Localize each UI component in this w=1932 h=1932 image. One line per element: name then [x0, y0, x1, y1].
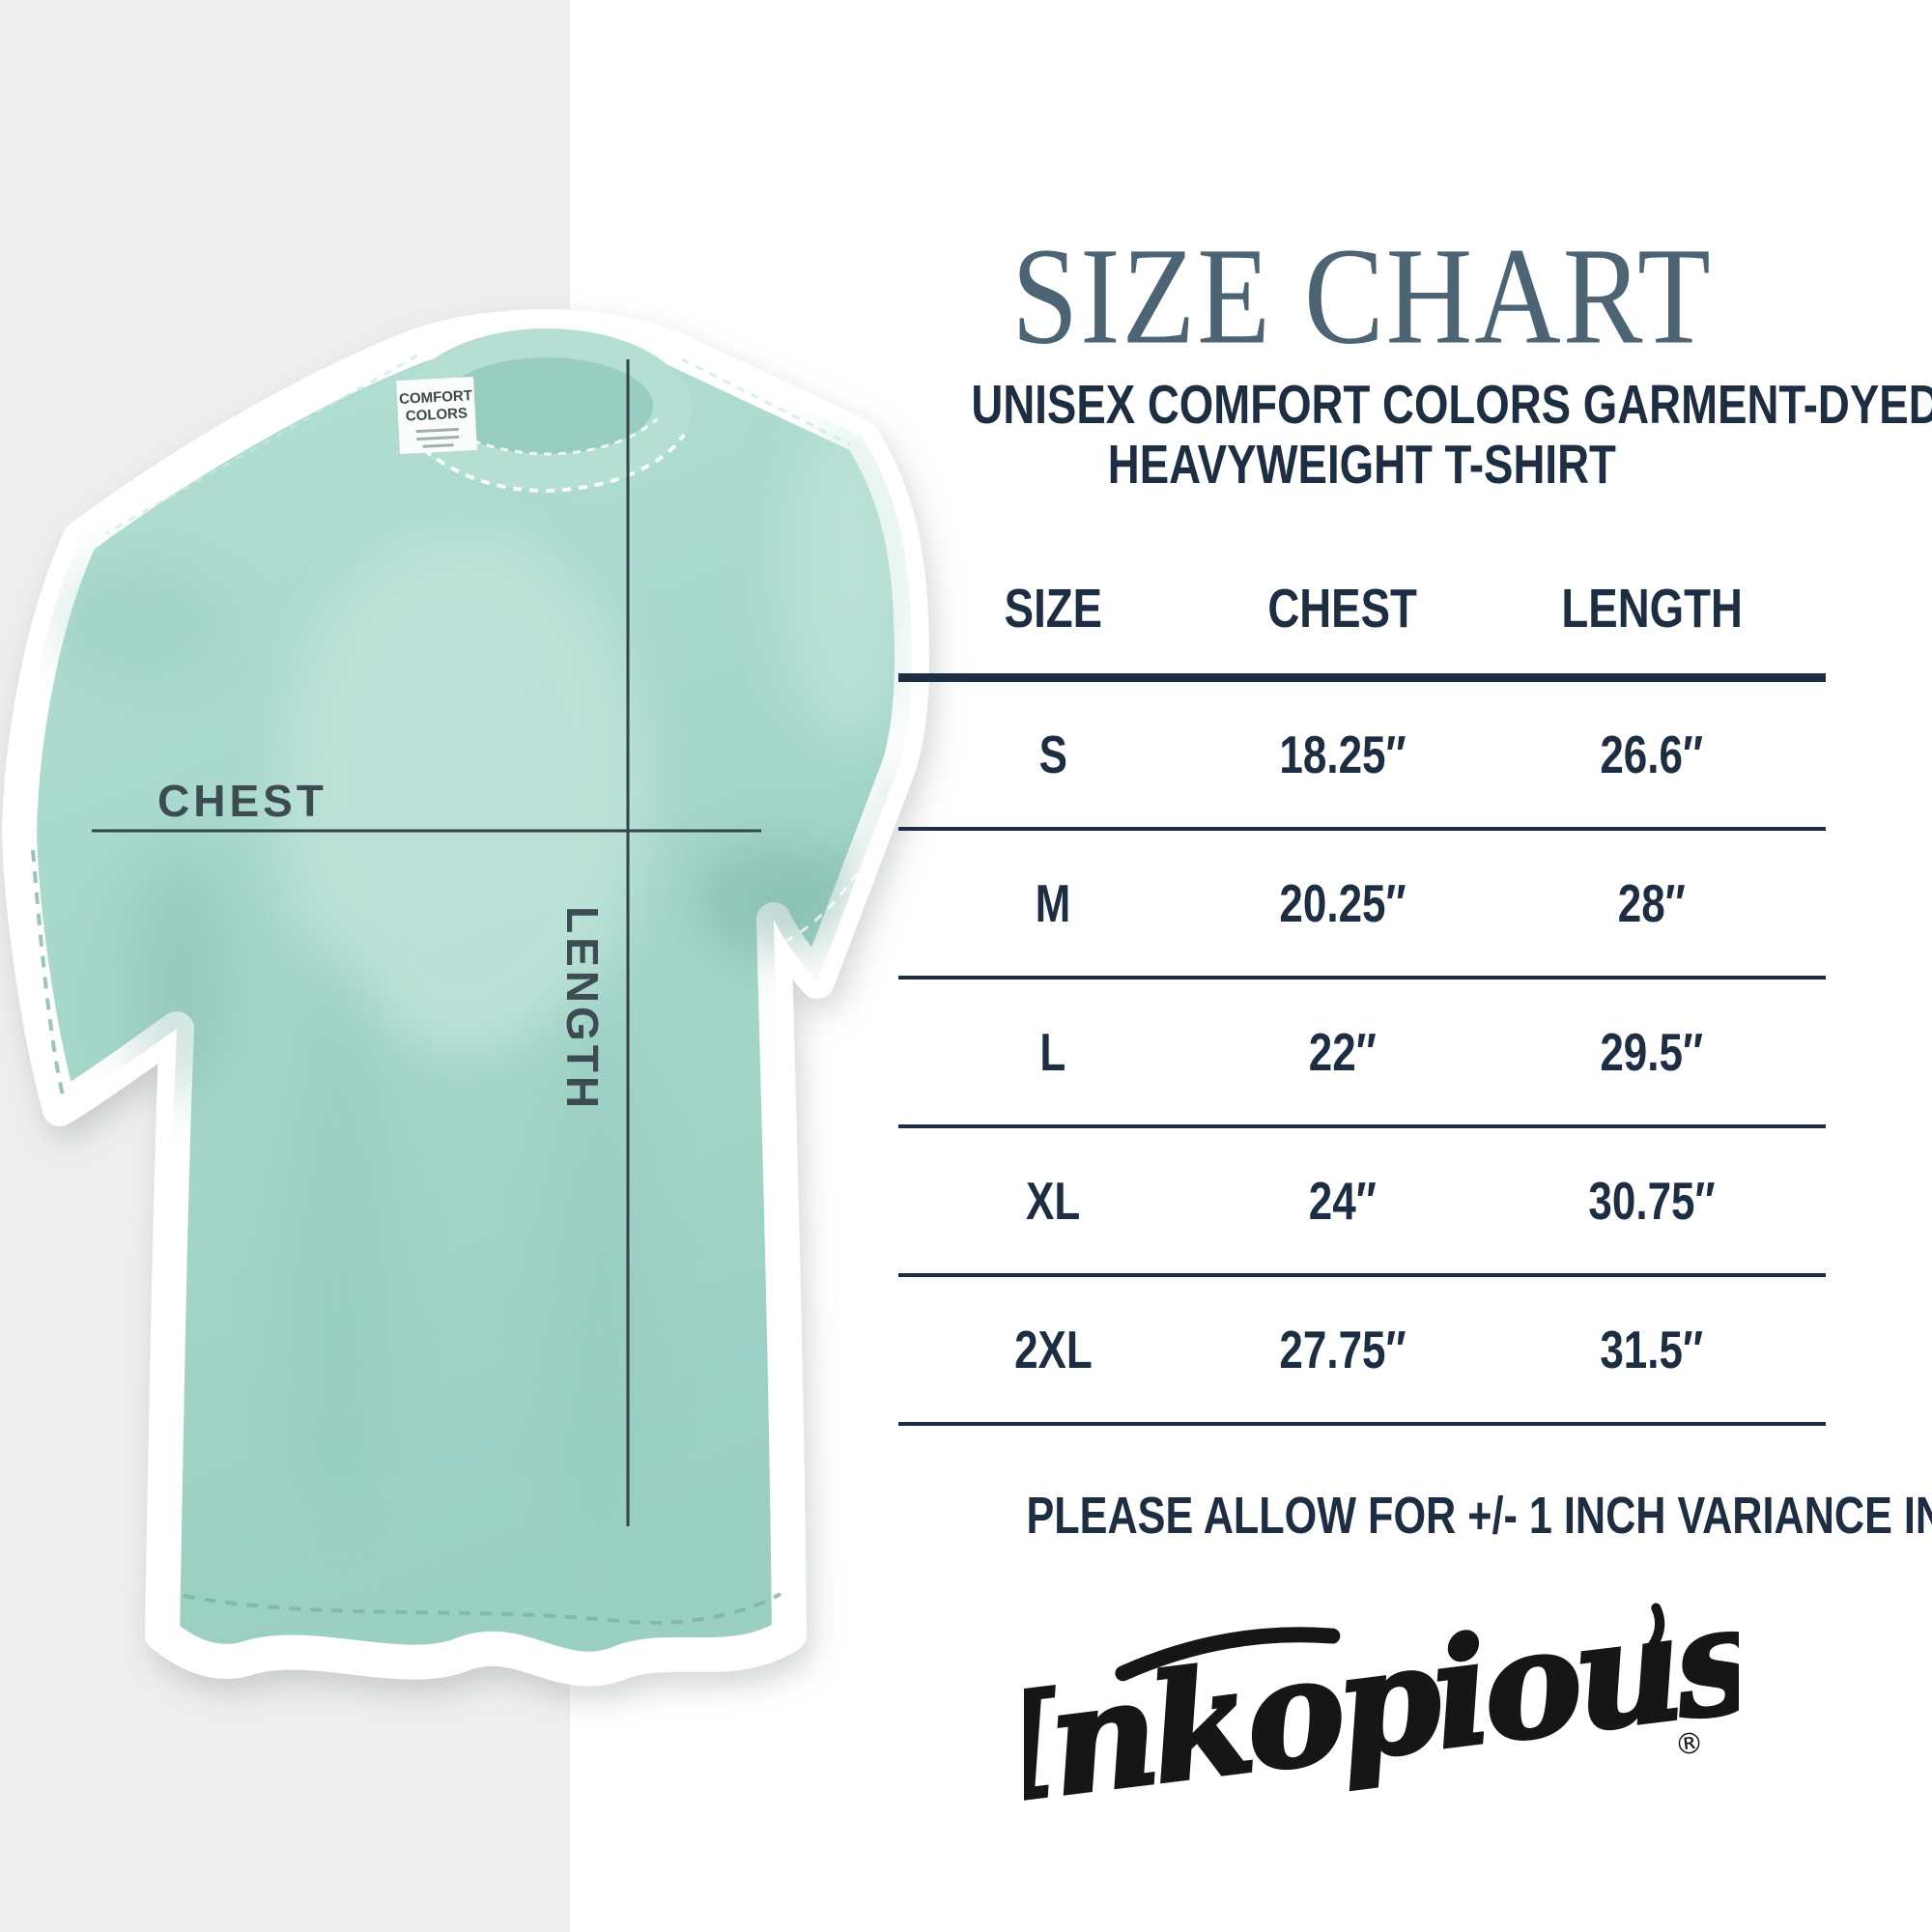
neck-label: COMFORT COLORS [396, 376, 477, 455]
length-value: 31.5″ [1600, 1320, 1704, 1379]
page-title: SIZE CHART [850, 219, 1874, 373]
chest-value: 20.25″ [1279, 873, 1406, 933]
length-measure-label: LENGTH [557, 906, 608, 1113]
logo-text: Inkopious [1024, 1592, 1739, 1833]
variance-note: PLEASE ALLOW FOR +/- 1 INCH VARIANCE IN … [898, 1486, 1932, 1546]
page-subtitle: UNISEX COMFORT COLORS GARMENT-DYED HEAVY… [850, 375, 1932, 496]
logo-flourish [1642, 1603, 1665, 1657]
size-table: SIZE CHEST LENGTH S 18.25″ 26.6″ M 20.25… [898, 505, 1826, 1426]
table-row-2xl: 2XL 27.75″ 31.5″ [898, 1277, 1826, 1426]
chest-measure-label: CHEST [157, 776, 327, 826]
table-row-s: S 18.25″ 26.6″ [898, 682, 1826, 831]
variance-note-text: PLEASE ALLOW FOR +/- 1 INCH VARIANCE IN … [1026, 1487, 1932, 1545]
column-header-chest: CHEST [1267, 578, 1418, 639]
length-value: 26.6″ [1600, 724, 1704, 784]
chest-value: 27.75″ [1279, 1320, 1406, 1379]
neck-label-line2: COLORS [405, 405, 468, 424]
length-value: 30.75″ [1588, 1171, 1716, 1231]
size-value: M [1035, 873, 1071, 933]
size-table-header: SIZE CHEST LENGTH [898, 505, 1826, 682]
page-title-text: SIZE CHART [1011, 218, 1713, 373]
size-value: XL [1025, 1171, 1081, 1231]
table-row-l: L 22″ 29.5″ [898, 980, 1826, 1128]
tshirt-sticker-group: COMFORT COLORS [2, 309, 930, 1687]
table-row-m: M 20.25″ 28″ [898, 831, 1826, 980]
length-value: 29.5″ [1600, 1022, 1704, 1082]
neck-label-line1: COMFORT [399, 387, 473, 408]
registered-mark: ® [1673, 1726, 1706, 1763]
column-header-length: LENGTH [1561, 578, 1743, 639]
subtitle-line2: HEAVYWEIGHT T-SHIRT [1107, 434, 1617, 496]
chest-value: 22″ [1308, 1022, 1378, 1082]
size-value: L [1039, 1022, 1066, 1082]
size-value: S [1038, 724, 1067, 784]
size-value: 2XL [1013, 1320, 1093, 1379]
table-row-xl: XL 24″ 30.75″ [898, 1128, 1826, 1277]
brand-logo: Inkopious ® [1024, 1592, 1739, 1833]
logo-brush-stroke-top [1115, 1627, 1341, 1682]
column-header-size: SIZE [1004, 578, 1102, 639]
chest-value: 18.25″ [1279, 724, 1406, 784]
length-value: 28″ [1617, 873, 1687, 933]
collar [402, 328, 692, 494]
chest-value: 24″ [1308, 1171, 1378, 1231]
subtitle-line1: UNISEX COMFORT COLORS GARMENT-DYED [971, 374, 1932, 436]
